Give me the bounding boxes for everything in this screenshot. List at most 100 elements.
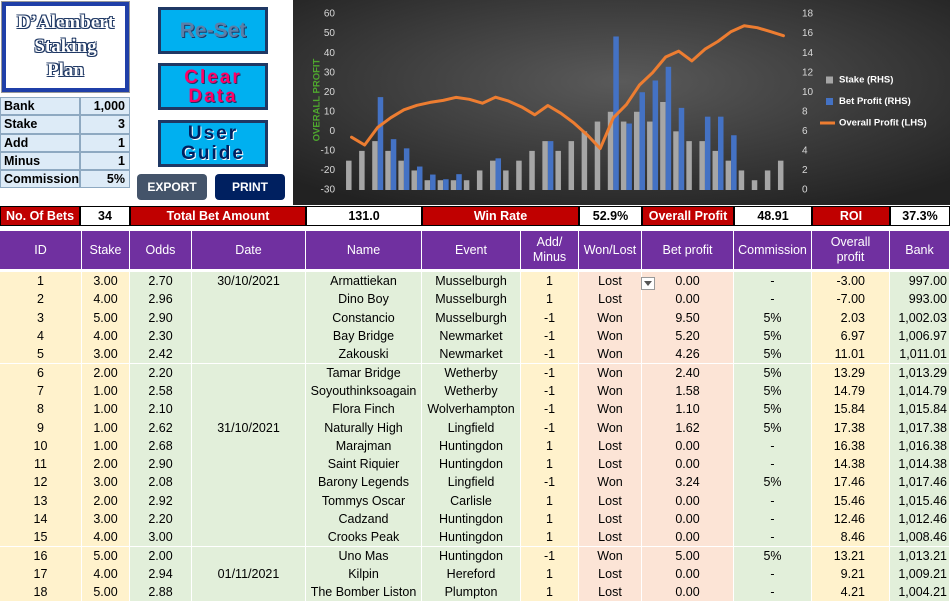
table-cell: 2.40: [642, 363, 734, 382]
table-cell: 1,016.38: [890, 436, 950, 455]
table-cell: Lost: [579, 564, 642, 584]
table-cell: 0.00: [642, 564, 734, 584]
table-cell: 1: [0, 272, 82, 291]
table-cell: 1: [521, 509, 579, 529]
table-cell: 5%: [734, 308, 812, 327]
table-cell: 1.00: [82, 400, 130, 419]
table-cell: 0.00: [642, 509, 734, 529]
chart: OVERALL PROFIT -30 -20 -10 0 10 20 30 40 50 60 0 2 4…: [293, 0, 950, 205]
bar: [346, 160, 352, 190]
bar: [751, 180, 758, 190]
table-cell: Kilpin: [306, 564, 422, 584]
table-cell: [192, 326, 306, 346]
y-tick-label: -10: [321, 146, 336, 157]
summary-value: 131.0: [306, 206, 422, 226]
table-cell: 1,012.46: [890, 509, 950, 529]
setting-label: Stake: [0, 115, 80, 134]
table-cell: Saint Riquier: [306, 455, 422, 474]
table-cell: 3.00: [130, 528, 192, 547]
table-cell: 5: [0, 345, 82, 364]
table-cell: 2.20: [130, 509, 192, 529]
table-cell: -1: [521, 546, 579, 565]
bar: [678, 107, 685, 190]
table-cell: 2.62: [130, 418, 192, 437]
summary-label: Win Rate: [422, 206, 579, 226]
table-cell: 30/10/2021: [192, 272, 306, 291]
user-guide-button[interactable]: User Guide: [158, 120, 268, 167]
table-cell: Marajman: [306, 436, 422, 455]
y2-tick-label: 14: [802, 48, 814, 59]
table-cell: 5%: [734, 326, 812, 346]
table-cell: [192, 345, 306, 364]
summary-value: 48.91: [734, 206, 812, 226]
table-cell: Zakouski: [306, 345, 422, 364]
bar: [547, 141, 554, 190]
table-cell: 13: [0, 491, 82, 510]
dropdown-arrow[interactable]: [641, 277, 655, 290]
y2-tick-label: 0: [802, 185, 808, 196]
legend-label: Stake (RHS): [839, 75, 893, 86]
y2-tick-label: 12: [802, 67, 814, 78]
table-cell: 14: [0, 509, 82, 529]
print-button[interactable]: PRINT: [215, 174, 285, 200]
clear-data-button[interactable]: Clear Data: [158, 63, 268, 110]
setting-value: 3: [80, 115, 130, 134]
bar: [639, 92, 645, 190]
setting-label: Add: [0, 133, 80, 152]
table-cell: Hereford: [422, 564, 521, 584]
table-cell: 1,015.46: [890, 491, 950, 510]
logo-line: Plan: [47, 60, 84, 81]
bar: [594, 121, 601, 190]
setting-label: Commission: [0, 170, 80, 189]
legend-swatch: [826, 98, 833, 105]
table-cell: 5%: [734, 546, 812, 565]
table-cell: 15.46: [812, 491, 890, 510]
setting-label: Bank: [0, 97, 80, 116]
table-cell: Naturally High: [306, 418, 422, 437]
table-cell: Lingfield: [422, 473, 521, 492]
bar: [718, 116, 724, 190]
table-cell: 2.08: [130, 473, 192, 492]
table-cell: 14.38: [812, 455, 890, 474]
table-cell: Lost: [579, 509, 642, 529]
y2-tick-label: 10: [802, 87, 814, 98]
y-tick-label: 50: [324, 28, 336, 39]
table-cell: 2.20: [130, 363, 192, 382]
table-cell: Won: [579, 546, 642, 565]
table-cell: Wetherby: [422, 363, 521, 382]
reset-button[interactable]: Re-Set: [158, 7, 268, 54]
table-cell: Constancio: [306, 308, 422, 327]
table-cell: 2.96: [130, 290, 192, 309]
table-cell: [192, 400, 306, 419]
table-cell: 5%: [734, 418, 812, 437]
column-header: Stake: [82, 231, 130, 269]
table-cell: Tamar Bridge: [306, 363, 422, 382]
column-header: Won/Lost: [579, 231, 642, 269]
bar: [542, 141, 548, 190]
logo: D’Alembert Staking Plan: [1, 1, 130, 93]
table-cell: 1,015.84: [890, 400, 950, 419]
summary-value: 34: [80, 206, 130, 226]
table-cell: 11.01: [812, 345, 890, 364]
bar: [686, 141, 692, 190]
table-cell: -: [734, 491, 812, 510]
table-cell: 1,014.79: [890, 381, 950, 401]
table-cell: Lost: [579, 528, 642, 547]
export-button[interactable]: EXPORT: [137, 174, 207, 200]
table-cell: Crooks Peak: [306, 528, 422, 547]
table-cell: [192, 290, 306, 309]
table-cell: 1.00: [82, 381, 130, 401]
table-cell: -: [734, 528, 812, 547]
table-cell: Lost: [579, 290, 642, 309]
table-cell: 1: [521, 455, 579, 474]
table-cell: 1.62: [642, 418, 734, 437]
bar: [372, 141, 378, 190]
table-cell: Uno Mas: [306, 546, 422, 565]
bar: [450, 180, 457, 190]
bar: [665, 66, 672, 190]
setting-value: 5%: [80, 170, 130, 189]
column-header: Commission: [734, 231, 812, 269]
table-cell: 1,008.46: [890, 528, 950, 547]
table-cell: 2.10: [130, 400, 192, 419]
table-cell: 18: [0, 583, 82, 602]
